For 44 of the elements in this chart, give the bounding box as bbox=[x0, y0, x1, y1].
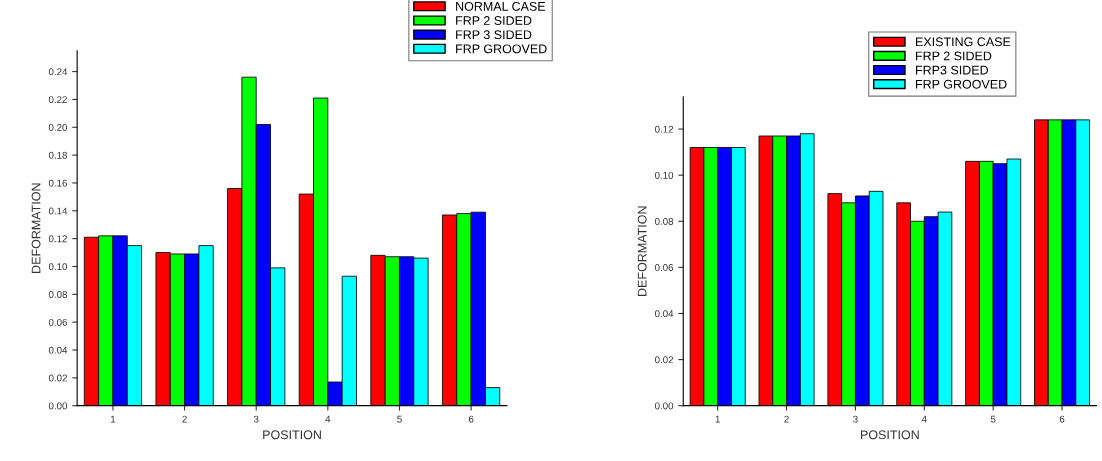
y-tick-label: 0.10 bbox=[654, 171, 674, 179]
x-tick-label: 5 bbox=[397, 415, 402, 423]
x-tick-label: 1 bbox=[110, 415, 116, 423]
legend-label: FRP 3 SIDED bbox=[456, 30, 532, 40]
y-tick-label: 0.08 bbox=[48, 291, 67, 298]
y-tick-label: 0.06 bbox=[48, 318, 67, 326]
y-tick-label: 0.04 bbox=[654, 310, 674, 318]
x-tick-label: 1 bbox=[715, 415, 720, 423]
x-tick-label: 3 bbox=[253, 415, 259, 423]
y-tick-label: 0.02 bbox=[48, 374, 67, 382]
x-tick-label: 2 bbox=[182, 415, 187, 423]
y-tick-label: 0.12 bbox=[48, 235, 67, 243]
x-tick-label: 6 bbox=[468, 415, 474, 423]
y-tick-label: 0.00 bbox=[654, 402, 674, 410]
x-tick-label: 4 bbox=[921, 415, 927, 423]
x-axis-title: POSITION bbox=[263, 430, 321, 440]
x-axis-title: POSITION bbox=[861, 430, 919, 440]
legend-label: NORMAL CASE bbox=[456, 1, 546, 11]
y-tick-label: 0.00 bbox=[48, 402, 68, 410]
y-tick-label: 0.18 bbox=[48, 151, 67, 159]
legend-label: FRP GROOVED bbox=[456, 44, 547, 54]
y-tick-label: 0.22 bbox=[48, 96, 67, 104]
legend-label: FRP GROOVED bbox=[916, 79, 1007, 89]
y-tick-label: 0.06 bbox=[654, 264, 674, 271]
y-tick-label: 0.04 bbox=[48, 346, 68, 354]
y-tick-label: 0.10 bbox=[48, 263, 68, 271]
x-tick-label: 2 bbox=[784, 415, 789, 423]
y-axis-title: DEFORMATION bbox=[31, 183, 41, 273]
legend-label: FRP 2 SIDED bbox=[916, 51, 992, 61]
y-tick-label: 0.12 bbox=[654, 125, 674, 133]
y-tick-label: 0.20 bbox=[48, 124, 68, 131]
y-tick-label: 0.08 bbox=[654, 218, 674, 225]
legend-label: FRP3 SIDED bbox=[916, 65, 989, 75]
y-tick-label: 0.14 bbox=[48, 207, 68, 215]
y-tick-label: 0.24 bbox=[48, 68, 68, 76]
legend-label: FRP 2 SIDED bbox=[456, 16, 532, 25]
x-tick-label: 3 bbox=[853, 415, 858, 423]
x-tick-label: 4 bbox=[325, 415, 331, 423]
x-tick-label: 6 bbox=[1059, 415, 1065, 423]
y-tick-label: 0.16 bbox=[48, 179, 67, 187]
y-tick-label: 0.02 bbox=[654, 356, 674, 364]
legend-label: EXISTING CASE bbox=[916, 37, 1011, 47]
x-tick-label: 5 bbox=[990, 415, 996, 423]
y-axis-title: DEFORMATION bbox=[637, 206, 647, 296]
